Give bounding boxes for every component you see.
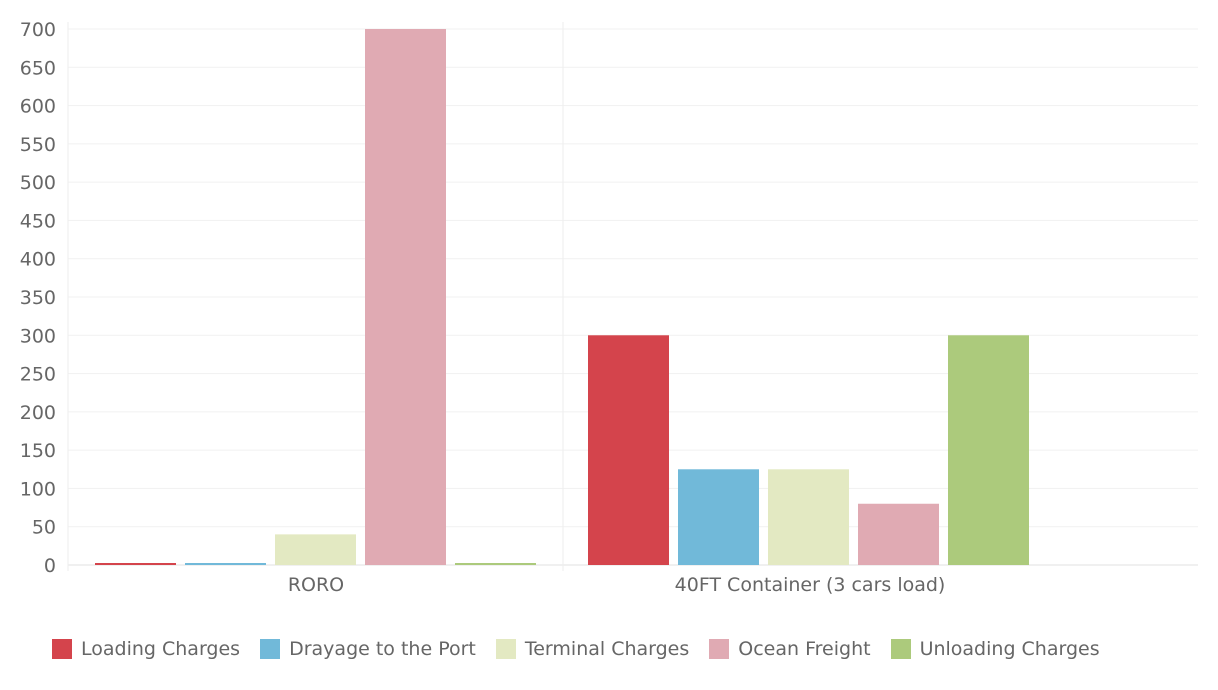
y-tick-label: 50 [32, 517, 56, 539]
y-tick-label: 650 [20, 57, 56, 79]
bar-loading-charges [95, 563, 176, 565]
y-tick-label: 200 [20, 402, 56, 424]
legend-label: Ocean Freight [738, 638, 871, 660]
y-tick-label: 400 [20, 249, 56, 271]
bar-ocean-freight [858, 503, 939, 565]
y-tick-label: 250 [20, 364, 56, 386]
bar-drayage-to-the-port [678, 469, 759, 565]
y-tick-label: 100 [20, 478, 56, 500]
bar-unloading-charges [455, 563, 536, 565]
bar-ocean-freight [365, 29, 446, 565]
x-tick-label: RORO [288, 574, 344, 596]
bar-loading-charges [588, 335, 669, 565]
bar-terminal-charges [768, 469, 849, 565]
bar-drayage-to-the-port [185, 563, 266, 565]
legend-item[interactable]: Unloading Charges [890, 638, 1100, 660]
y-tick-label: 0 [44, 555, 56, 577]
legend-item[interactable]: Terminal Charges [495, 638, 690, 660]
legend-swatch [890, 639, 911, 659]
y-tick-label: 300 [20, 325, 56, 347]
legend-swatch [709, 639, 730, 659]
y-tick-label: 350 [20, 287, 56, 309]
y-tick-label: 450 [20, 210, 56, 232]
y-tick-label: 600 [20, 96, 56, 118]
legend-label: Terminal Charges [524, 638, 690, 660]
legend-swatch [52, 639, 72, 659]
y-tick-label: 500 [20, 172, 56, 194]
legend-label: Loading Charges [81, 638, 241, 660]
legend-item[interactable]: Loading Charges [52, 638, 240, 660]
bar-terminal-charges [275, 534, 356, 565]
legend-swatch [495, 639, 516, 659]
legend-label: Drayage to the Port [289, 638, 476, 660]
legend-item[interactable]: Ocean Freight [709, 638, 871, 660]
y-tick-label: 700 [20, 19, 56, 41]
bar-chart: 0 50 100 150 200 250 300 350 400 450 500 550 600 650 7… [20, 19, 1198, 596]
x-tick-label: 40FT Container (3 cars load) [675, 574, 946, 596]
legend: Loading Charges Drayage to the Port Termin… [52, 638, 1120, 660]
y-tick-label: 150 [20, 440, 56, 462]
legend-label: Unloading Charges [919, 638, 1100, 660]
bar-unloading-charges [948, 335, 1029, 565]
legend-item[interactable]: Drayage to the Port [260, 638, 476, 660]
y-tick-label: 550 [20, 134, 56, 156]
legend-swatch [260, 639, 281, 659]
